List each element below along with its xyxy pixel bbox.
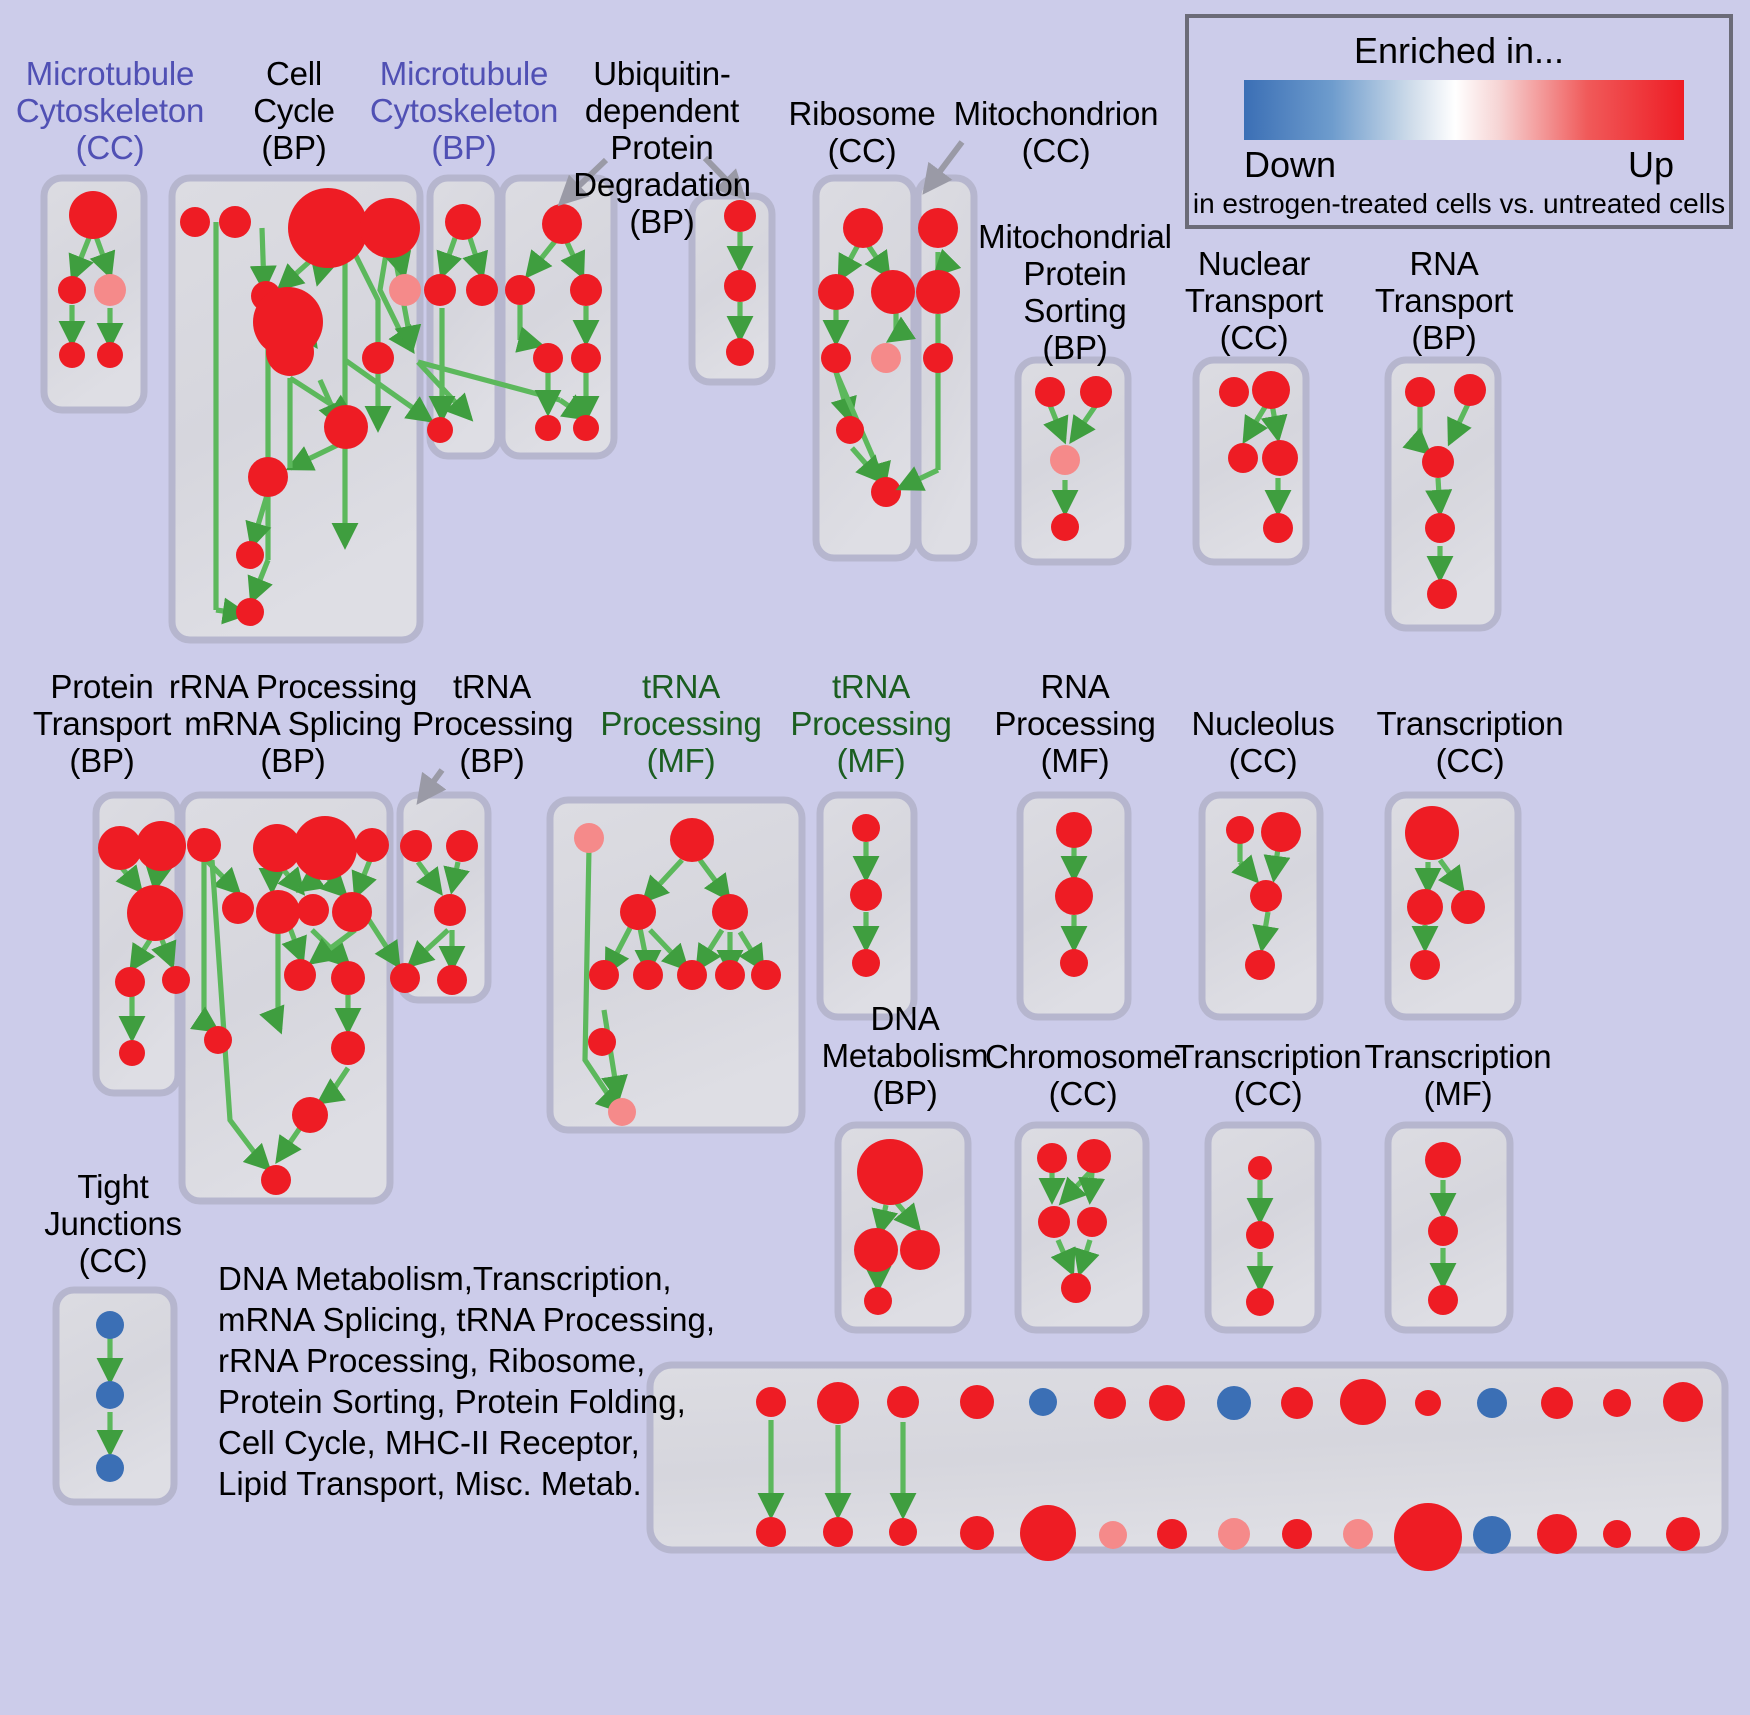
module-label-trna-processing-bp: tRNA Processing (BP) [412,668,574,779]
module-label-transcription-mf: Transcription (MF) [1364,1038,1552,1112]
module-label-protein-transport-bp: Protein Transport (BP) [32,668,172,779]
module-label-transcription-cc-1: Transcription (CC) [1376,705,1564,779]
module-label-ribosome-cc: Ribosome (CC) [788,95,936,169]
module-label-dna-metabolism-bp: DNA Metabolism (BP) [821,1000,989,1111]
legend-title: Enriched in... [1353,30,1565,71]
module-label-nucleolus-cc: Nucleolus (CC) [1191,705,1335,779]
module-box-unassigned [646,1361,1729,1554]
module-label-tight-junctions-cc: Tight Junctions (CC) [44,1168,182,1279]
unassigned-modules-note: DNA Metabolism,Transcription, mRNA Splic… [218,1260,716,1502]
module-label-rrna-processing-mrna-splicing-bp: rRNA Processing mRNA Splicing (BP) [168,668,418,779]
module-label-mitochondrial-protein-sorting-bp: Mitochondrial Protein Sorting (BP) [978,218,1172,366]
legend-down-label: Down [1244,144,1337,185]
module-label-trna-processing-mf-2: tRNA Processing (MF) [790,668,952,779]
module-label-nuclear-transport-cc: Nuclear Transport (CC) [1184,245,1324,356]
legend-colorbar [1244,80,1684,140]
module-label-ubiquitin-dependent-protein-degradation-bp: Ubiquitin- dependent Protein Degradation… [573,55,751,240]
legend-up-label: Up [1627,144,1674,185]
module-label-chromosome-cc: Chromosome (CC) [984,1038,1182,1112]
legend-panel: Enriched in... Down Up in estrogen-treat… [1185,14,1733,229]
module-label-mitochondrion-cc: Mitochondrion (CC) [953,95,1159,169]
module-label-microtubule-cytoskeleton-bp: Microtubule Cytoskeleton (BP) [369,55,559,166]
module-label-microtubule-cytoskeleton-cc: Microtubule Cytoskeleton (CC) [15,55,205,166]
module-box-microtubule-cytoskeleton-bp [426,174,502,460]
module-label-trna-processing-mf-1: tRNA Processing (MF) [600,668,762,779]
module-label-rna-transport-bp: RNA Transport (BP) [1374,245,1514,356]
module-label-rna-processing-mf: RNA Processing (MF) [994,668,1156,779]
module-label-cell-cycle-bp: Cell Cycle (BP) [253,55,335,166]
legend-subtitle: in estrogen-treated cells vs. untreated … [1192,188,1726,219]
module-label-transcription-cc-2: Transcription (CC) [1174,1038,1362,1112]
